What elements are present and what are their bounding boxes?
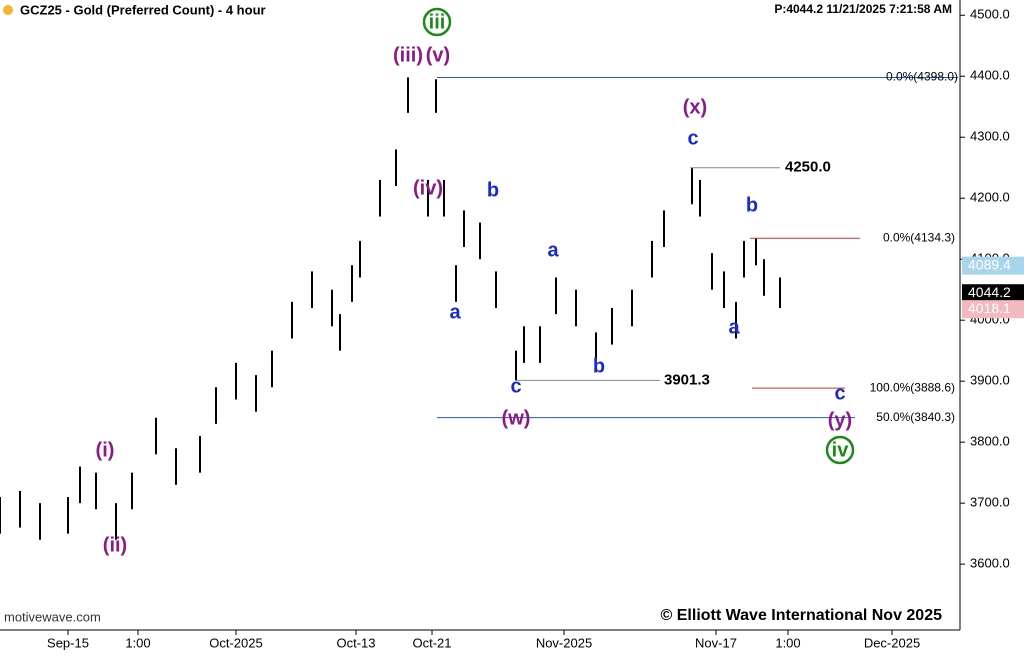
wave-label: (i) <box>96 439 115 461</box>
level-label: 100.0%(3888.6) <box>870 380 955 394</box>
wave-label: iii <box>429 11 446 33</box>
wave-label: (iii) <box>393 44 423 66</box>
x-tick-label: Dec-2025 <box>864 635 920 650</box>
wave-label: a <box>547 239 559 261</box>
level-label: 4250.0 <box>785 159 831 176</box>
x-tick-label: Oct-13 <box>336 635 375 650</box>
price-tag-label: 4044.2 <box>968 284 1011 300</box>
wave-label: (iv) <box>413 177 443 199</box>
wave-label: c <box>834 382 845 404</box>
y-tick-label: 4300.0 <box>970 129 1010 144</box>
price-tag-label: 4089.4 <box>968 256 1011 272</box>
price-tag <box>962 256 1024 275</box>
status: P:4044.2 11/21/2025 7:21:58 AM <box>774 2 952 16</box>
y-tick-label: 4200.0 <box>970 190 1010 205</box>
wave-label: (y) <box>828 409 852 431</box>
wave-label: b <box>487 179 499 201</box>
status-dot <box>3 5 13 15</box>
wave-label: b <box>593 355 605 377</box>
y-tick-label: 3900.0 <box>970 373 1010 388</box>
price-tag <box>962 284 1024 303</box>
copyright: © Elliott Wave International Nov 2025 <box>661 607 943 624</box>
wave-label: (w) <box>502 407 531 429</box>
y-tick-label: 3800.0 <box>970 434 1010 449</box>
x-tick-label: Oct-2025 <box>209 635 262 650</box>
x-tick-label: Nov-2025 <box>536 635 592 650</box>
price-tag-label: 4018.1 <box>968 300 1011 316</box>
wave-label: (ii) <box>103 534 127 556</box>
wave-label: (v) <box>426 44 450 66</box>
wave-label: a <box>449 301 461 323</box>
wave-label: b <box>746 194 758 216</box>
wave-label: c <box>687 127 698 149</box>
y-tick-label: 4400.0 <box>970 68 1010 83</box>
chart-title: GCZ25 - Gold (Preferred Count) - 4 hour <box>20 2 266 17</box>
level-label: 50.0%(3840.3) <box>876 410 955 424</box>
level-label: 3901.3 <box>664 371 710 388</box>
x-tick-label: 1:00 <box>125 635 150 650</box>
wave-label: (x) <box>683 96 707 118</box>
level-label: 0.0%(4134.3) <box>883 230 955 244</box>
y-tick-label: 3700.0 <box>970 495 1010 510</box>
x-tick-label: Oct-21 <box>412 635 451 650</box>
y-tick-label: 3600.0 <box>970 556 1010 571</box>
x-tick-label: 1:00 <box>775 635 800 650</box>
y-tick-label: 4500.0 <box>970 7 1010 22</box>
source: motivewave.com <box>4 609 101 624</box>
wave-circle <box>422 7 452 37</box>
wave-label: a <box>728 316 740 338</box>
x-tick-label: Nov-17 <box>695 635 737 650</box>
level-label: 0.0%(4398.0) <box>886 70 958 84</box>
price-tag <box>962 300 1024 319</box>
wave-label: c <box>510 375 521 397</box>
wave-circle <box>825 435 855 465</box>
x-tick-label: Sep-15 <box>47 635 89 650</box>
wave-label: iv <box>832 439 850 461</box>
